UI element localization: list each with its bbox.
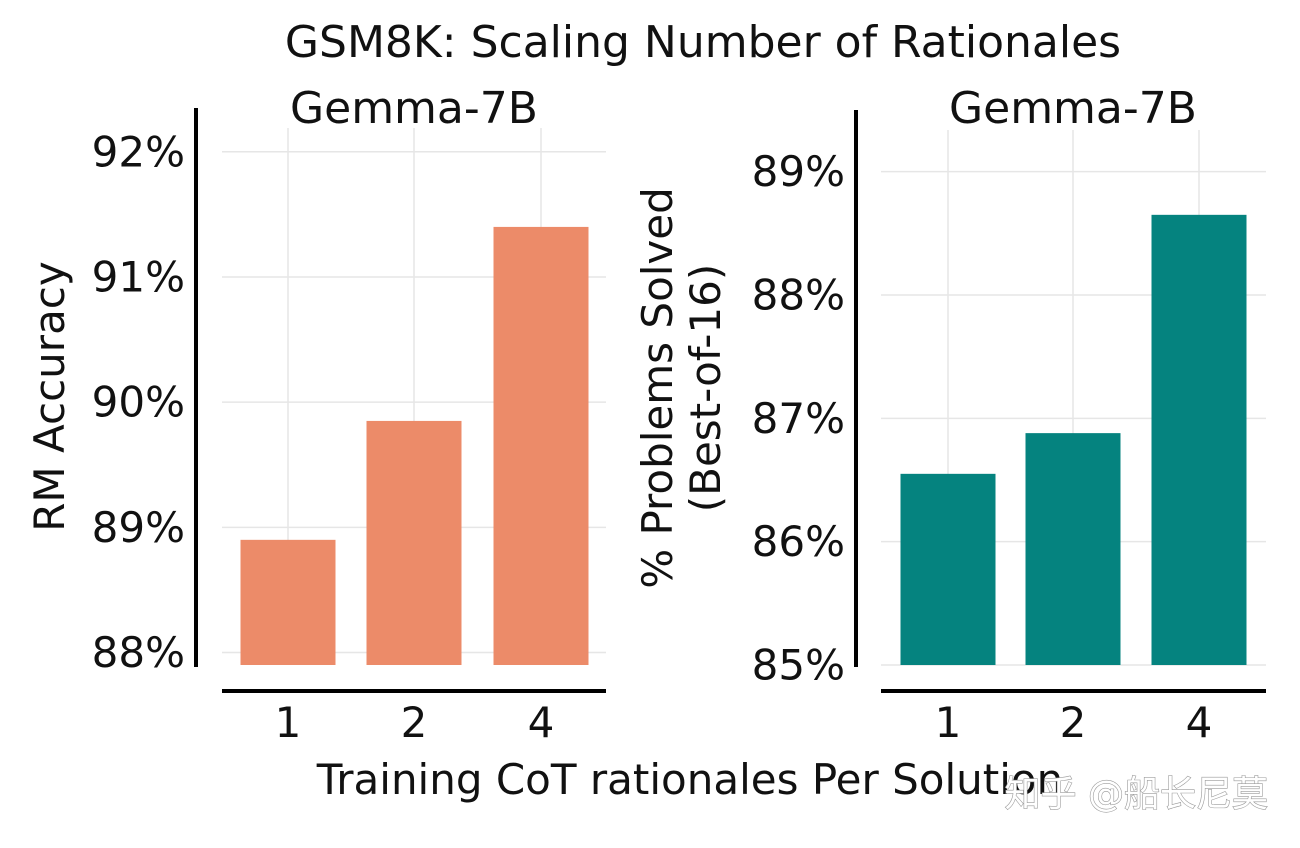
y-axis-label: RM Accuracy	[25, 261, 74, 532]
x-tick-label-1: 2	[401, 698, 428, 747]
bar-2	[1025, 433, 1121, 665]
y-tick-label-3: 88%	[752, 271, 845, 320]
y-tick-label-2: 87%	[752, 394, 845, 443]
y-tick-label-0: 88%	[92, 628, 185, 677]
y-axis-label-line-0: % Problems Solved	[633, 187, 682, 589]
y-tick-label-0: 85%	[752, 641, 845, 690]
y-tick-label-4: 89%	[752, 147, 845, 196]
y-tick-label-2: 90%	[92, 378, 185, 427]
x-axis-label: Training CoT rationales Per Solution	[316, 755, 1063, 804]
x-tick-label-0: 1	[935, 698, 962, 747]
y-tick-label-3: 91%	[92, 252, 185, 301]
y-tick-label-1: 89%	[92, 503, 185, 552]
bar-1	[240, 539, 336, 665]
x-tick-label-1: 2	[1060, 698, 1087, 747]
x-tick-label-2: 4	[1186, 698, 1213, 747]
bar-4	[493, 226, 589, 666]
subplot-title: Gemma-7B	[290, 83, 538, 134]
bar-4	[1151, 214, 1247, 666]
y-axis-label-line-1: (Best-of-16)	[681, 264, 730, 513]
subplot-title: Gemma-7B	[949, 83, 1197, 134]
y-tick-label-1: 86%	[752, 517, 845, 566]
bar-1	[900, 473, 996, 665]
bar-2	[366, 420, 462, 665]
panel-rm-accuracy: 88% 89% 90% 91% 92% 1 2 4 Gemma-7B RM Accuracy	[25, 83, 606, 747]
x-tick-label-2: 4	[528, 698, 555, 747]
watermark: 知乎 @船长尼莫	[1005, 774, 1268, 815]
panel-problems-solved: 85% 86% 87% 88% 89% 1 2 4 Gemma-7B % Problems Sol…	[633, 83, 1266, 747]
x-tick-label-0: 1	[275, 698, 302, 747]
figure-title: GSM8K: Scaling Number of Rationales	[285, 17, 1121, 68]
y-tick-label-4: 92%	[92, 127, 185, 176]
